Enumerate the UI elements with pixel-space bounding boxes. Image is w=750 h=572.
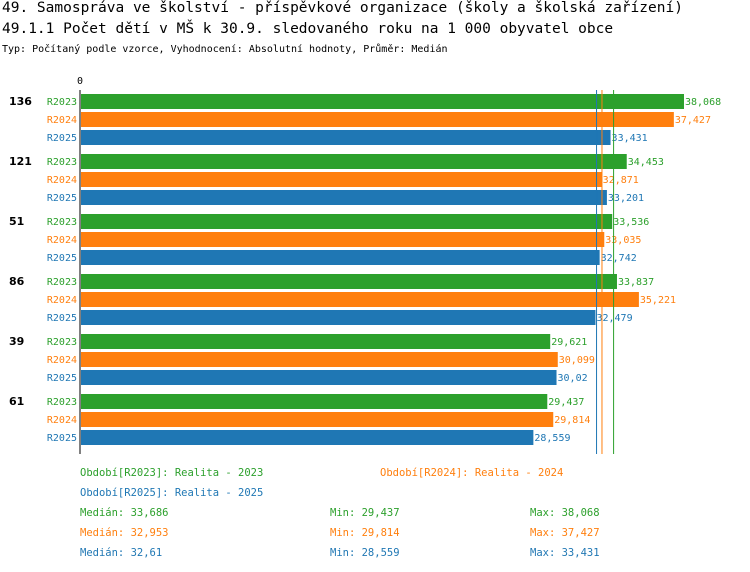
series-label-r2025: R2025 <box>47 313 77 324</box>
value-label: 32,742 <box>601 253 637 264</box>
page-title: 49. Samospráva ve školství - příspěvkové… <box>2 0 683 16</box>
bar-r2023 <box>81 214 613 229</box>
bar-chart: 0 136 R2023 38,068 R2024 37,427 R2025 33,431 121… <box>9 76 721 454</box>
series-label-r2024: R2024 <box>47 175 77 186</box>
value-label: 28,559 <box>534 433 570 444</box>
bar-r2023 <box>81 394 548 409</box>
bar-r2023 <box>81 154 627 169</box>
category-label: 136 <box>9 95 32 108</box>
value-label: 33,201 <box>608 193 644 204</box>
series-label-r2025: R2025 <box>47 133 77 144</box>
series-label-r2025: R2025 <box>47 373 77 384</box>
value-label: 29,814 <box>554 415 590 426</box>
category-label: 86 <box>9 275 25 288</box>
stat-max-r2025: Max: 33,431 <box>530 547 600 559</box>
value-label: 30,099 <box>559 355 595 366</box>
series-label-r2025: R2025 <box>47 193 77 204</box>
bar-r2024 <box>81 172 602 187</box>
series-label-r2024: R2024 <box>47 115 77 126</box>
value-label: 32,871 <box>603 175 639 186</box>
series-label-r2025: R2025 <box>47 253 77 264</box>
stat-median-r2023: Medián: 33,686 <box>80 507 169 519</box>
bar-r2025 <box>81 430 534 445</box>
series-label-r2024: R2024 <box>47 295 77 306</box>
value-label: 35,221 <box>640 295 676 306</box>
bar-r2024 <box>81 112 674 127</box>
bar-r2024 <box>81 292 639 307</box>
value-label: 29,437 <box>548 397 584 408</box>
bar-r2023 <box>81 334 551 349</box>
bar-r2024 <box>81 412 554 427</box>
stat-min-r2023: Min: 29,437 <box>330 507 400 519</box>
bar-r2023 <box>81 274 617 289</box>
stat-min-r2024: Min: 29,814 <box>330 527 400 539</box>
series-label-r2023: R2023 <box>47 97 77 108</box>
value-label: 29,621 <box>551 337 587 348</box>
value-label: 33,035 <box>605 235 641 246</box>
bar-r2024 <box>81 232 605 247</box>
series-label-r2024: R2024 <box>47 355 77 366</box>
series-label-r2023: R2023 <box>47 157 77 168</box>
stat-min-r2025: Min: 28,559 <box>330 547 400 559</box>
bar-r2025 <box>81 370 557 385</box>
axis-zero-label: 0 <box>77 76 83 87</box>
legend-r2023: Období[R2023]: Realita - 2023 <box>80 467 264 479</box>
bar-r2025 <box>81 310 596 325</box>
series-label-r2023: R2023 <box>47 397 77 408</box>
series-label-r2023: R2023 <box>47 277 77 288</box>
stat-max-r2024: Max: 37,427 <box>530 527 600 539</box>
category-label: 61 <box>9 395 24 408</box>
series-label-r2025: R2025 <box>47 433 77 444</box>
legend-r2025: Období[R2025]: Realita - 2025 <box>80 487 264 499</box>
stat-median-r2025: Medián: 32,61 <box>80 547 163 559</box>
chart-subtitle: 49.1.1 Počet dětí v MŠ k 30.9. sledované… <box>2 21 614 37</box>
value-label: 37,427 <box>675 115 711 126</box>
series-label-r2024: R2024 <box>47 415 77 426</box>
bar-r2024 <box>81 352 558 367</box>
value-label: 33,837 <box>618 277 654 288</box>
value-label: 33,431 <box>612 133 648 144</box>
category-label: 39 <box>9 335 24 348</box>
bar-r2025 <box>81 190 607 205</box>
value-label: 33,536 <box>613 217 649 228</box>
value-label: 32,479 <box>596 313 632 324</box>
bar-r2023 <box>81 94 684 109</box>
bar-r2025 <box>81 130 611 145</box>
value-label: 38,068 <box>685 97 721 108</box>
stat-median-r2024: Medián: 32,953 <box>80 527 169 539</box>
category-label: 51 <box>9 215 24 228</box>
value-label: 30,02 <box>558 373 588 384</box>
bar-r2025 <box>81 250 600 265</box>
series-label-r2023: R2023 <box>47 337 77 348</box>
value-label: 34,453 <box>628 157 664 168</box>
series-label-r2024: R2024 <box>47 235 77 246</box>
series-label-r2023: R2023 <box>47 217 77 228</box>
legend-r2024: Období[R2024]: Realita - 2024 <box>380 467 564 479</box>
type-description: Typ: Počítaný podle vzorce, Vyhodnocení:… <box>2 44 448 55</box>
stat-max-r2023: Max: 38,068 <box>530 507 600 519</box>
category-label: 121 <box>9 155 32 168</box>
